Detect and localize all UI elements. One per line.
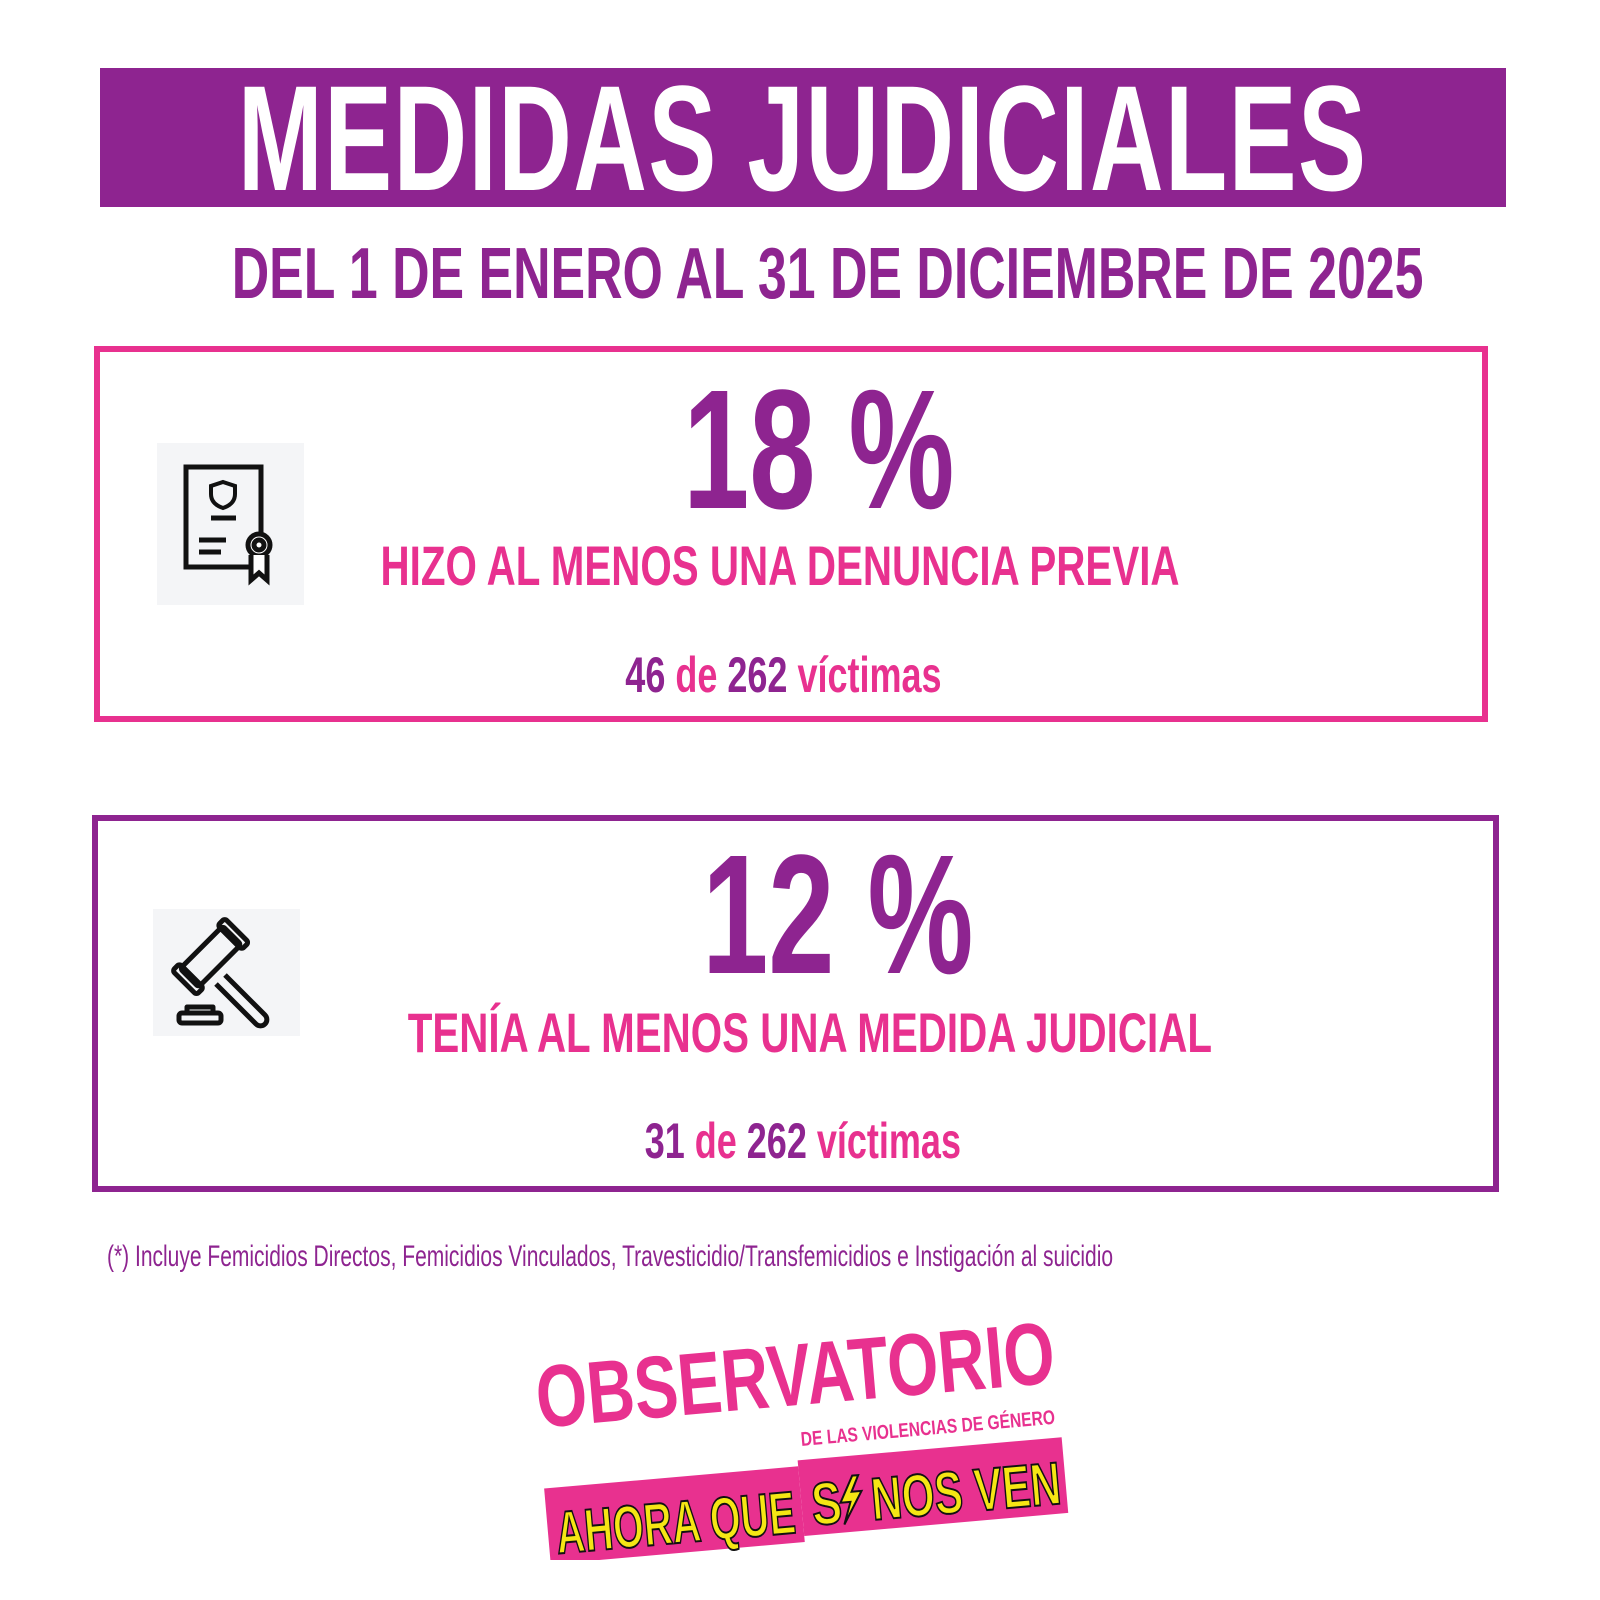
stat-label: HIZO AL MENOS UNA DENUNCIA PREVIA: [100, 538, 1482, 594]
observatorio-logo: OBSERVATORIO DE LAS VIOLENCIAS DE GÉNERO…: [530, 1300, 1070, 1568]
total-value: 262: [746, 1113, 807, 1169]
date-range: DEL 1 DE ENERO AL 31 DE DICIEMBRE DE 202…: [0, 238, 1600, 310]
footnote: (*) Incluye Femicidios Directos, Femicid…: [107, 1240, 1114, 1273]
total-value: 262: [727, 647, 788, 703]
page-title: MEDIDAS JUDICIALES: [238, 53, 1368, 222]
gavel-icon: [153, 909, 300, 1036]
stat-label-text: TENÍA AL MENOS UNA MEDIDA JUDICIAL: [407, 1001, 1212, 1064]
percent-value: 18 %: [100, 355, 1482, 545]
percent-text: 18 %: [683, 355, 955, 545]
date-range-text: DEL 1 DE ENERO AL 31 DE DICIEMBRE DE 202…: [231, 234, 1424, 314]
lightning-icon: [838, 1473, 864, 1525]
title-banner: MEDIDAS JUDICIALES: [100, 63, 1506, 213]
stat-card-denuncia: 18 % HIZO AL MENOS UNA DENUNCIA PREVIA 4…: [94, 346, 1488, 722]
logo-si: S: [809, 1469, 845, 1538]
percent-text: 12 %: [701, 820, 974, 1010]
victim-count: 31 de 262 víctimas: [98, 1116, 1493, 1166]
count-of: de: [694, 1113, 737, 1169]
count-of: de: [675, 647, 718, 703]
count-value: 31: [644, 1113, 685, 1169]
stat-label-text: HIZO AL MENOS UNA DENUNCIA PREVIA: [380, 534, 1180, 597]
percent-value: 12 %: [98, 820, 1493, 1010]
count-value: 46: [625, 647, 666, 703]
count-unit: víctimas: [797, 647, 942, 703]
stat-card-medida: 12 % TENÍA AL MENOS UNA MEDIDA JUDICIAL …: [92, 815, 1499, 1192]
count-unit: víctimas: [816, 1113, 961, 1169]
certificate-icon: [157, 443, 304, 605]
stat-label: TENÍA AL MENOS UNA MEDIDA JUDICIAL: [98, 1005, 1493, 1061]
victim-count: 46 de 262 víctimas: [100, 650, 1482, 700]
